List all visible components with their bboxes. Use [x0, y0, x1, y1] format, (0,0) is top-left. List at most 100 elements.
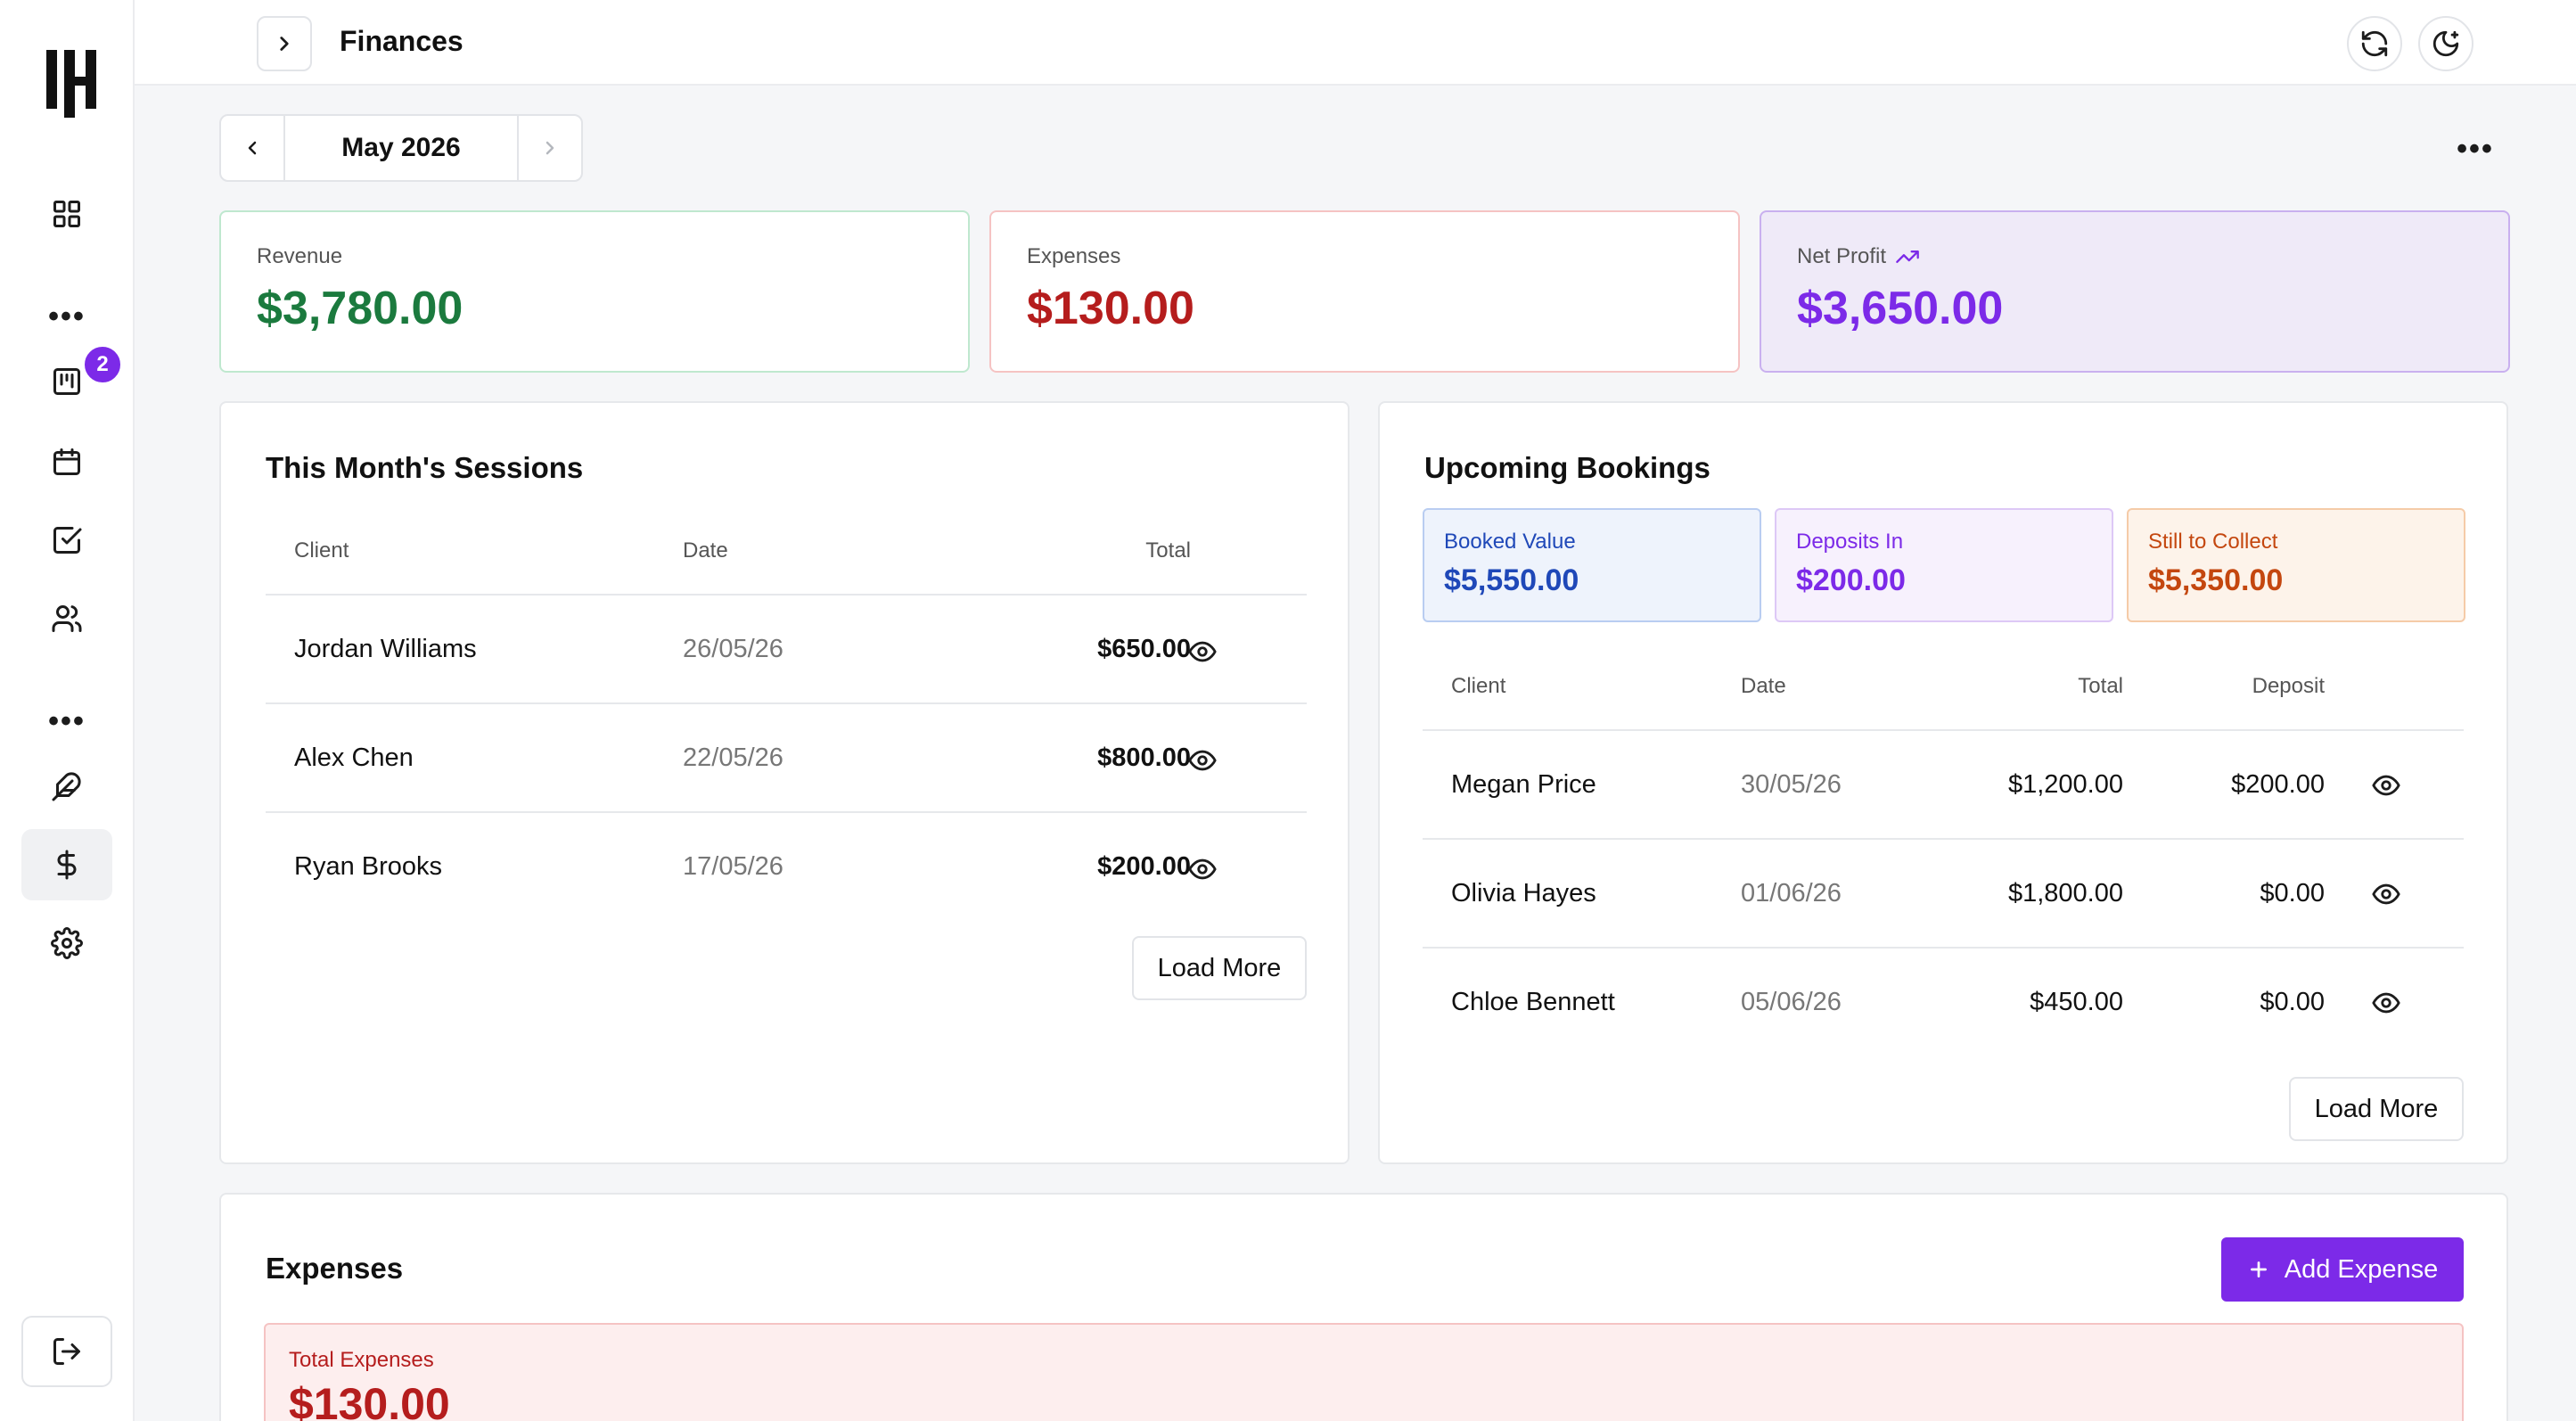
session-date: 22/05/26 — [683, 743, 783, 772]
moon-stars-icon — [2432, 30, 2459, 57]
sidebar-item-finances[interactable] — [21, 829, 112, 900]
dollar-icon — [57, 850, 77, 880]
sidebar-item-settings[interactable] — [21, 908, 112, 979]
eye-icon — [1188, 858, 1217, 880]
month-picker: May 2026 — [219, 114, 583, 182]
view-button[interactable] — [1187, 745, 1218, 776]
total-expenses-value: $130.00 — [289, 1379, 450, 1421]
calendar-icon — [53, 448, 80, 475]
more-icon[interactable]: ••• — [48, 704, 86, 738]
booked-value-amount: $5,550.00 — [1444, 563, 1579, 597]
sessions-panel: This Month's Sessions Client Date Total … — [219, 401, 1350, 1164]
kanban-icon — [53, 368, 80, 395]
sidebar-item-tasks[interactable] — [21, 505, 112, 576]
booking-total: $1,800.00 — [2007, 879, 2123, 908]
load-more-bookings-button[interactable]: Load More — [2289, 1077, 2464, 1141]
sidebar-item-dashboard[interactable] — [21, 178, 112, 250]
expenses-value: $130.00 — [1027, 283, 1194, 334]
view-button[interactable] — [1187, 854, 1218, 884]
client-name: Ryan Brooks — [294, 852, 443, 881]
column-header-total: Total — [2078, 674, 2123, 698]
booking-deposit: $200.00 — [2231, 770, 2325, 799]
client-name: Megan Price — [1451, 770, 1596, 799]
bookings-title: Upcoming Bookings — [1424, 451, 1710, 484]
revenue-card: Revenue $3,780.00 — [219, 210, 970, 373]
view-button[interactable] — [2371, 988, 2401, 1018]
chevron-right-icon — [546, 141, 554, 155]
dashboard-icon — [53, 201, 80, 227]
more-icon[interactable]: ••• — [48, 300, 86, 333]
view-button[interactable] — [2371, 770, 2401, 801]
theme-toggle-button[interactable] — [2418, 16, 2473, 71]
booked-value-card: Booked Value $5,550.00 — [1423, 508, 1761, 622]
column-header-deposit: Deposit — [2252, 674, 2325, 698]
divider — [1423, 838, 2464, 840]
feather-icon — [52, 772, 81, 801]
eye-icon — [2372, 775, 2400, 796]
refresh-button[interactable] — [2347, 16, 2402, 71]
revenue-value: $3,780.00 — [257, 283, 464, 334]
current-month-label: May 2026 — [341, 133, 461, 162]
total-expenses-card: Total Expenses $130.00 — [264, 1323, 2464, 1421]
booking-deposit: $0.00 — [2260, 988, 2325, 1016]
booking-date: 05/06/26 — [1741, 988, 1842, 1016]
sessions-title: This Month's Sessions — [266, 451, 584, 484]
column-header-date: Date — [683, 538, 728, 563]
eye-icon — [1188, 750, 1217, 771]
booking-total: $450.00 — [2030, 988, 2123, 1016]
view-button[interactable] — [1187, 637, 1218, 667]
net-profit-label: Net Profit — [1797, 244, 1887, 268]
expenses-label: Expenses — [1027, 244, 1121, 268]
logout-icon — [53, 1338, 80, 1365]
notification-badge: 2 — [82, 344, 123, 385]
sidebar-item-marketing[interactable] — [21, 751, 112, 822]
still-to-collect-amount: $5,350.00 — [2148, 563, 2284, 597]
sidebar-item-clients[interactable] — [21, 583, 112, 654]
next-month-button[interactable] — [517, 116, 581, 180]
load-more-sessions-button[interactable]: Load More — [1132, 936, 1307, 1000]
deposits-in-amount: $200.00 — [1796, 563, 1906, 597]
tasks-icon — [53, 527, 82, 554]
divider — [1423, 729, 2464, 731]
trending-up-icon — [1896, 251, 1919, 263]
eye-icon — [2372, 992, 2400, 1014]
add-expense-label: Add Expense — [2284, 1254, 2439, 1284]
session-total: $800.00 — [1097, 743, 1191, 772]
deposits-in-label: Deposits In — [1796, 530, 1904, 554]
net-profit-card: Net Profit $3,650.00 — [1760, 210, 2510, 373]
settings-icon — [51, 927, 83, 959]
expenses-title: Expenses — [266, 1252, 404, 1285]
column-header-client: Client — [294, 538, 349, 563]
booked-value-label: Booked Value — [1444, 530, 1576, 554]
logout-button[interactable] — [21, 1316, 112, 1387]
booking-date: 30/05/26 — [1741, 770, 1842, 799]
still-to-collect-card: Still to Collect $5,350.00 — [2127, 508, 2465, 622]
expenses-card: Expenses $130.00 — [989, 210, 1740, 373]
still-to-collect-label: Still to Collect — [2148, 530, 2278, 554]
column-header-client: Client — [1451, 674, 1506, 698]
session-total: $650.00 — [1097, 635, 1191, 663]
divider — [266, 594, 1307, 596]
view-button[interactable] — [2371, 879, 2401, 909]
eye-icon — [1188, 641, 1217, 662]
session-date: 26/05/26 — [683, 635, 783, 663]
more-options-button[interactable]: ••• — [2457, 131, 2494, 166]
previous-month-button[interactable] — [221, 116, 285, 180]
sidebar-toggle-button[interactable] — [257, 16, 312, 71]
brand-logo[interactable] — [43, 46, 103, 121]
refresh-icon — [2361, 30, 2388, 57]
revenue-label: Revenue — [257, 244, 343, 268]
session-total: $200.00 — [1097, 852, 1191, 881]
net-profit-value: $3,650.00 — [1797, 283, 2004, 334]
eye-icon — [2372, 883, 2400, 905]
top-header: Finances — [135, 0, 2576, 86]
booking-total: $1,200.00 — [2007, 770, 2123, 799]
column-header-total: Total — [1145, 538, 1191, 563]
add-expense-button[interactable]: Add Expense — [2221, 1237, 2464, 1302]
divider — [1423, 947, 2464, 949]
sidebar-item-calendar[interactable] — [21, 426, 112, 497]
plus-icon — [2250, 1261, 2267, 1277]
sidebar-item-board[interactable] — [21, 346, 112, 417]
sidebar: ••• 2 ••• — [0, 0, 135, 1421]
client-name: Jordan Williams — [294, 635, 477, 663]
